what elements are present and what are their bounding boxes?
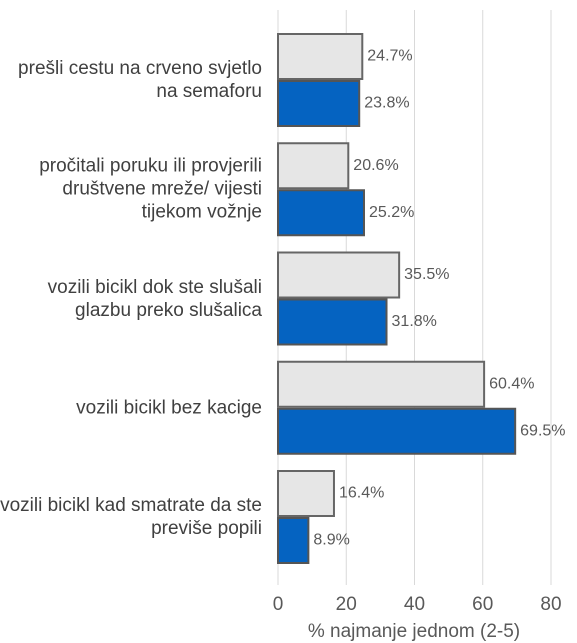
- bar: [277, 517, 310, 564]
- value-label: 23.8%: [364, 95, 409, 112]
- value-label: 31.8%: [392, 313, 437, 330]
- value-label: 8.9%: [313, 532, 349, 549]
- bar: [277, 298, 388, 346]
- x-tick-label: 60: [472, 594, 493, 615]
- bar: [277, 33, 364, 80]
- value-label: 16.4%: [339, 485, 384, 502]
- bar: [277, 251, 401, 299]
- bar: [277, 189, 365, 237]
- category-label: prešli cestu na crveno svjetlo na semafo…: [18, 58, 262, 102]
- category-label: vozili bicikl bez kacige: [76, 397, 262, 419]
- x-tick-label: 0: [273, 594, 284, 615]
- bar: [277, 360, 486, 408]
- bar: [277, 407, 517, 455]
- value-label: 60.4%: [489, 375, 534, 392]
- category-label: vozili bicikl kad smatrate da ste previš…: [0, 495, 262, 539]
- bar: [277, 142, 350, 190]
- x-tick-label: 40: [404, 594, 425, 615]
- bar: [277, 470, 335, 517]
- value-label: 35.5%: [404, 266, 449, 283]
- bar: [277, 80, 361, 127]
- x-tick-label: 80: [540, 594, 561, 615]
- x-axis-title: % najmanje jednom (2-5): [308, 621, 520, 642]
- x-tick-label: 20: [336, 594, 357, 615]
- category-label: vozili bicikl dok ste slušali glazbu pre…: [47, 276, 262, 321]
- category-label: pročitali poruku ili provjerili društven…: [39, 155, 262, 223]
- value-label: 25.2%: [369, 204, 414, 221]
- value-label: 24.7%: [367, 48, 412, 65]
- value-label: 69.5%: [520, 422, 565, 439]
- value-label: 20.6%: [353, 157, 398, 174]
